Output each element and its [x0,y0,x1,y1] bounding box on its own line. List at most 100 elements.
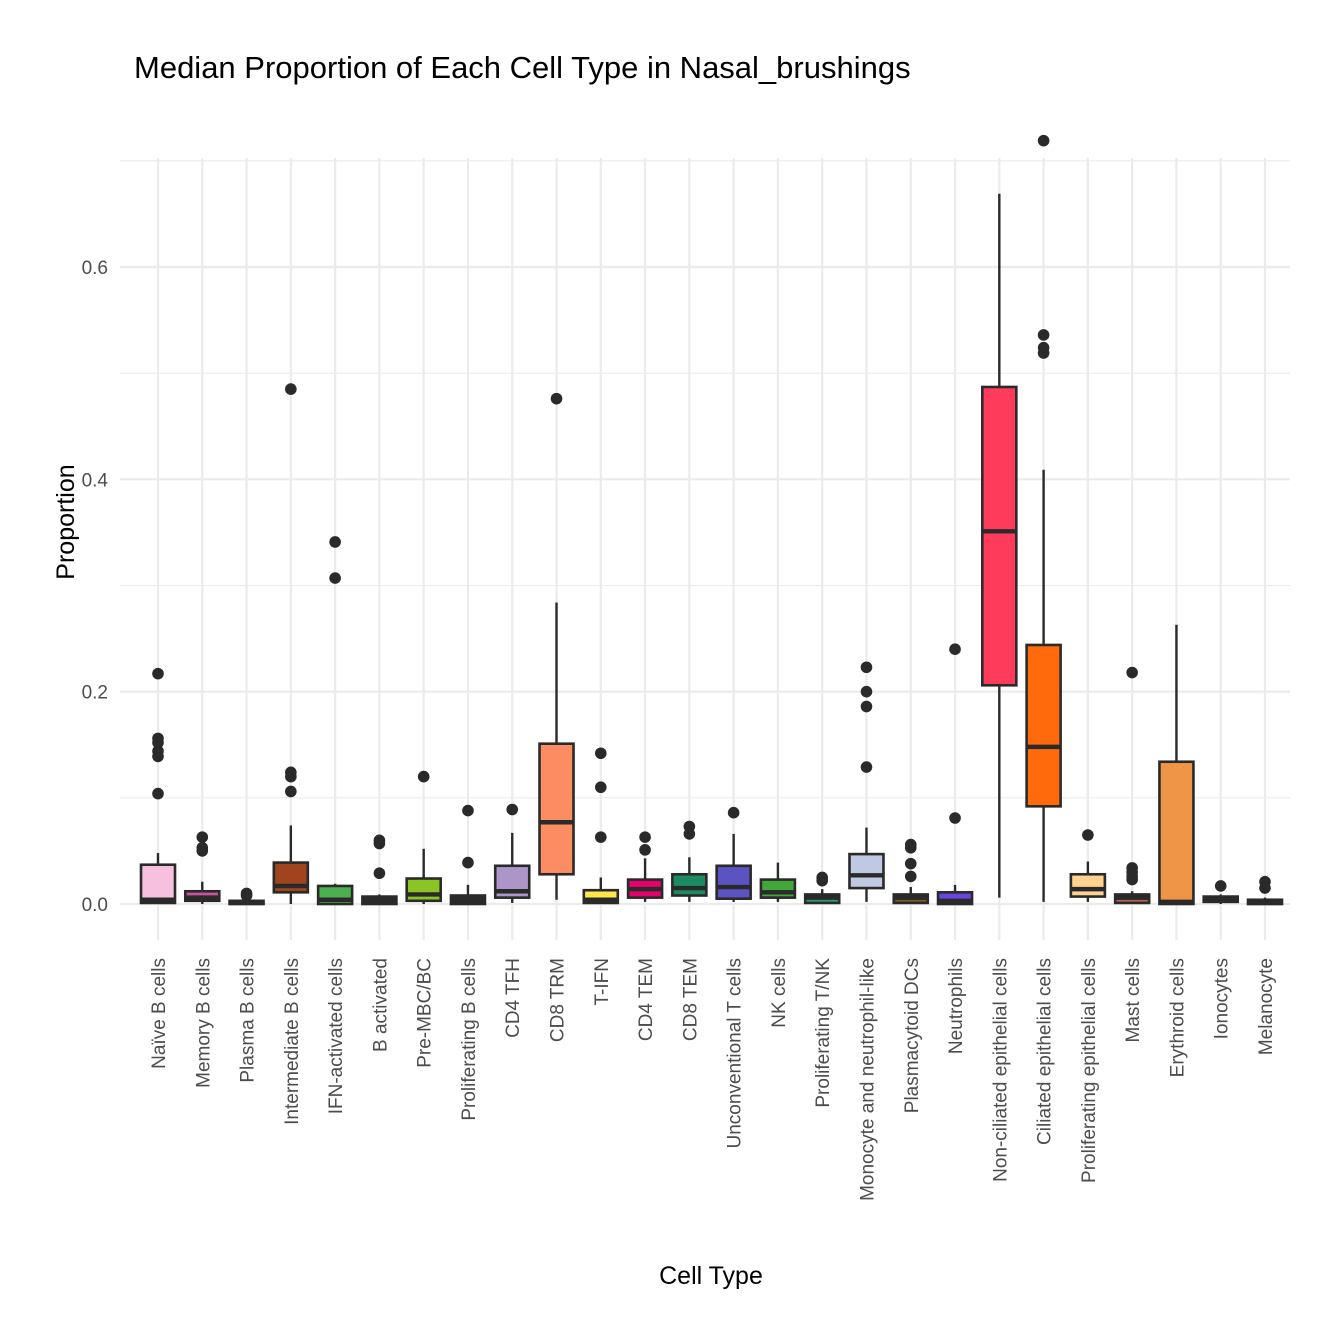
y-tick-label: 0.6 [82,258,108,279]
x-tick-label: Naïve B cells [149,958,170,1069]
outlier-point [1259,882,1271,894]
x-tick-label: IFN-activated cells [326,958,347,1114]
box-iqr [1069,872,1107,898]
box-cd4-tem [626,831,664,902]
x-tick-label: Memory B cells [193,958,214,1088]
outlier-point [860,661,873,674]
box-intermediate-b-cells [272,383,310,904]
box-ionocytes [1202,880,1240,904]
x-tick-label: CD8 TRM [548,958,569,1042]
x-tick-label: Proliferating epithelial cells [1079,958,1100,1183]
x-tick-label: Plasmacytoid DCs [902,958,923,1113]
outlier-point [152,750,164,763]
x-tick-label: Proliferating B cells [459,958,480,1121]
x-tick-label: Ionocytes [1212,958,1233,1039]
box-unconventional-t-cells [715,806,752,902]
x-tick-label: Mast cells [1123,958,1144,1042]
box-ifn-activated-cells [316,536,354,906]
x-tick-label: Plasma B cells [238,958,259,1083]
box-cd8-tem [671,820,708,902]
x-tick-label: Neutrophils [946,958,967,1054]
outlier-point [595,781,607,794]
outlier-point [285,785,297,798]
outlier-point [727,806,740,819]
gridlines [120,158,1290,940]
outlier-point [373,837,386,850]
outlier-point [1037,134,1050,147]
x-tick-label: Intermediate B cells [282,958,303,1125]
box-iqr [139,863,177,905]
outlier-point [595,831,607,843]
x-tick-label: Ciliated epithelial cells [1035,958,1056,1145]
box-melanocyte [1246,875,1284,906]
outlier-point [240,889,253,902]
outlier-point [904,841,917,854]
box-neutrophils [936,643,974,906]
outlier-point [1037,347,1050,359]
outlier-point [152,667,164,680]
x-tick-label: NK cells [769,958,790,1028]
outlier-point [329,536,341,548]
box-iqr [936,891,974,906]
box-erythroid-cells [1158,624,1195,906]
x-tick-label: Erythroid cells [1167,958,1188,1077]
box-iqr [848,852,885,890]
box-iqr [671,872,708,897]
x-tick-label: T-IFN [592,958,613,1006]
box-plasma-b-cells [228,887,265,906]
outlier-point [949,643,961,655]
outlier-point [462,804,474,817]
box-nk-cells [759,862,797,902]
outlier-point [506,803,519,816]
outlier-point [152,736,164,749]
box-monocyte-and-neutrophil-like [848,661,885,902]
outlier-point [949,812,961,824]
outlier-point [285,770,297,783]
outlier-point [1126,666,1138,679]
outlier-point [329,572,341,584]
box-proliferating-b-cells [449,804,487,906]
box-proliferating-epithelial-cells [1069,829,1107,902]
y-axis-title: Proportion [52,464,80,579]
y-axis-ticks: 0.0 0.2 0.4 0.6 [82,258,109,916]
outlier-point [1037,329,1050,341]
outlier-point [639,831,651,843]
y-tick-label: 0.0 [82,895,108,916]
box-iqr [405,877,442,903]
x-tick-label: B activated [370,958,391,1052]
outlier-point [595,747,607,760]
x-tick-label: Proliferating T/NK [813,958,834,1108]
x-tick-label: CD4 TEM [636,958,657,1041]
outlier-point [904,870,917,883]
box-cd8-trm [538,392,575,900]
boxes-layer [139,134,1284,906]
x-axis-title: Cell Type [659,1262,763,1290]
outlier-point [816,874,828,887]
outlier-point [1214,880,1227,892]
box-non-ciliated-epithelial-cells [981,193,1018,898]
x-tick-label: CD8 TEM [680,958,701,1041]
box-plasmacytoid-dcs [892,838,930,905]
x-tick-label: CD4 TFH [503,958,524,1038]
outlier-point [860,761,873,773]
box-iqr [759,878,797,899]
box-iqr [981,385,1018,687]
box-memory-b-cells [183,831,221,904]
x-tick-label: Pre-MBC/BC [415,958,436,1068]
outlier-point [1126,873,1138,886]
outlier-point [683,828,696,840]
x-tick-label: Unconventional T cells [725,958,746,1148]
outlier-point [462,856,474,869]
box-iqr [1025,643,1062,808]
outlier-point [417,770,430,783]
box-proliferating-t-nk [803,871,841,905]
chart-title: Median Proportion of Each Cell Type in N… [134,50,911,85]
box-iqr [715,864,752,900]
outlier-point [1082,829,1094,841]
y-tick-label: 0.4 [82,470,109,491]
x-tick-label: Monocyte and neutrophil-like [857,958,878,1201]
box-iqr [538,742,575,876]
box-cd4-tfh [493,803,531,903]
